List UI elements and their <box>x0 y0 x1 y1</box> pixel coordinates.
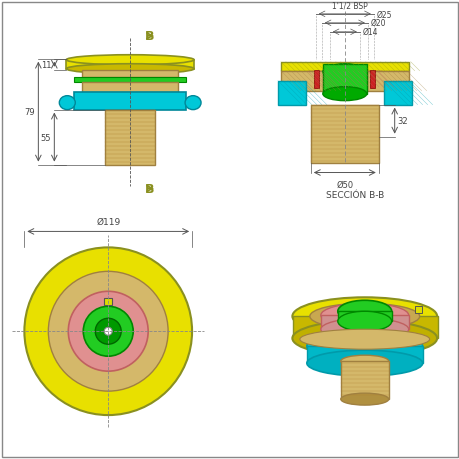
Ellipse shape <box>322 65 366 80</box>
Ellipse shape <box>322 88 366 101</box>
Bar <box>310 106 378 163</box>
Bar <box>366 72 408 91</box>
Bar <box>66 61 194 70</box>
Ellipse shape <box>309 303 419 330</box>
Bar <box>369 71 375 89</box>
Text: Ø20: Ø20 <box>370 19 386 28</box>
Ellipse shape <box>185 96 201 111</box>
Text: Ø14: Ø14 <box>362 28 377 37</box>
Bar <box>340 361 388 399</box>
Bar <box>337 312 391 322</box>
Text: B: B <box>145 183 154 196</box>
Ellipse shape <box>340 393 388 405</box>
Bar <box>306 347 422 364</box>
Ellipse shape <box>66 56 194 66</box>
Text: 79: 79 <box>25 108 35 117</box>
Text: B: B <box>145 30 154 43</box>
Circle shape <box>83 307 133 356</box>
Ellipse shape <box>292 320 436 356</box>
Bar <box>320 316 408 330</box>
Bar <box>383 82 411 106</box>
Bar <box>292 317 437 338</box>
Ellipse shape <box>320 303 408 328</box>
Ellipse shape <box>306 332 422 360</box>
Text: Ø25: Ø25 <box>376 10 392 19</box>
Bar <box>82 71 178 78</box>
Ellipse shape <box>340 355 388 367</box>
Text: 55: 55 <box>41 133 51 142</box>
Bar <box>307 72 381 88</box>
Text: 1'1/2 BSP: 1'1/2 BSP <box>331 2 367 11</box>
Text: Ø50: Ø50 <box>336 180 353 189</box>
Ellipse shape <box>299 330 429 349</box>
Bar <box>105 111 155 165</box>
Bar <box>104 299 112 306</box>
Bar <box>74 78 186 83</box>
Bar <box>414 307 421 313</box>
Ellipse shape <box>337 312 391 331</box>
Text: 11: 11 <box>41 61 51 70</box>
Ellipse shape <box>292 297 436 336</box>
Circle shape <box>48 272 168 391</box>
Bar <box>277 82 305 106</box>
Circle shape <box>68 291 148 371</box>
Bar <box>313 71 319 89</box>
Bar <box>280 72 322 91</box>
Circle shape <box>95 319 121 344</box>
Ellipse shape <box>306 350 422 376</box>
Circle shape <box>104 328 112 336</box>
Bar <box>280 62 408 72</box>
Ellipse shape <box>66 65 194 74</box>
Ellipse shape <box>320 319 408 341</box>
Text: SECCIÓN B-B: SECCIÓN B-B <box>325 191 383 200</box>
Text: Ø119: Ø119 <box>96 217 120 226</box>
Bar <box>74 92 186 111</box>
Ellipse shape <box>337 301 391 323</box>
Circle shape <box>24 248 192 415</box>
Bar <box>82 83 178 92</box>
Ellipse shape <box>59 96 75 111</box>
Bar <box>322 65 366 95</box>
Text: 32: 32 <box>397 117 408 126</box>
